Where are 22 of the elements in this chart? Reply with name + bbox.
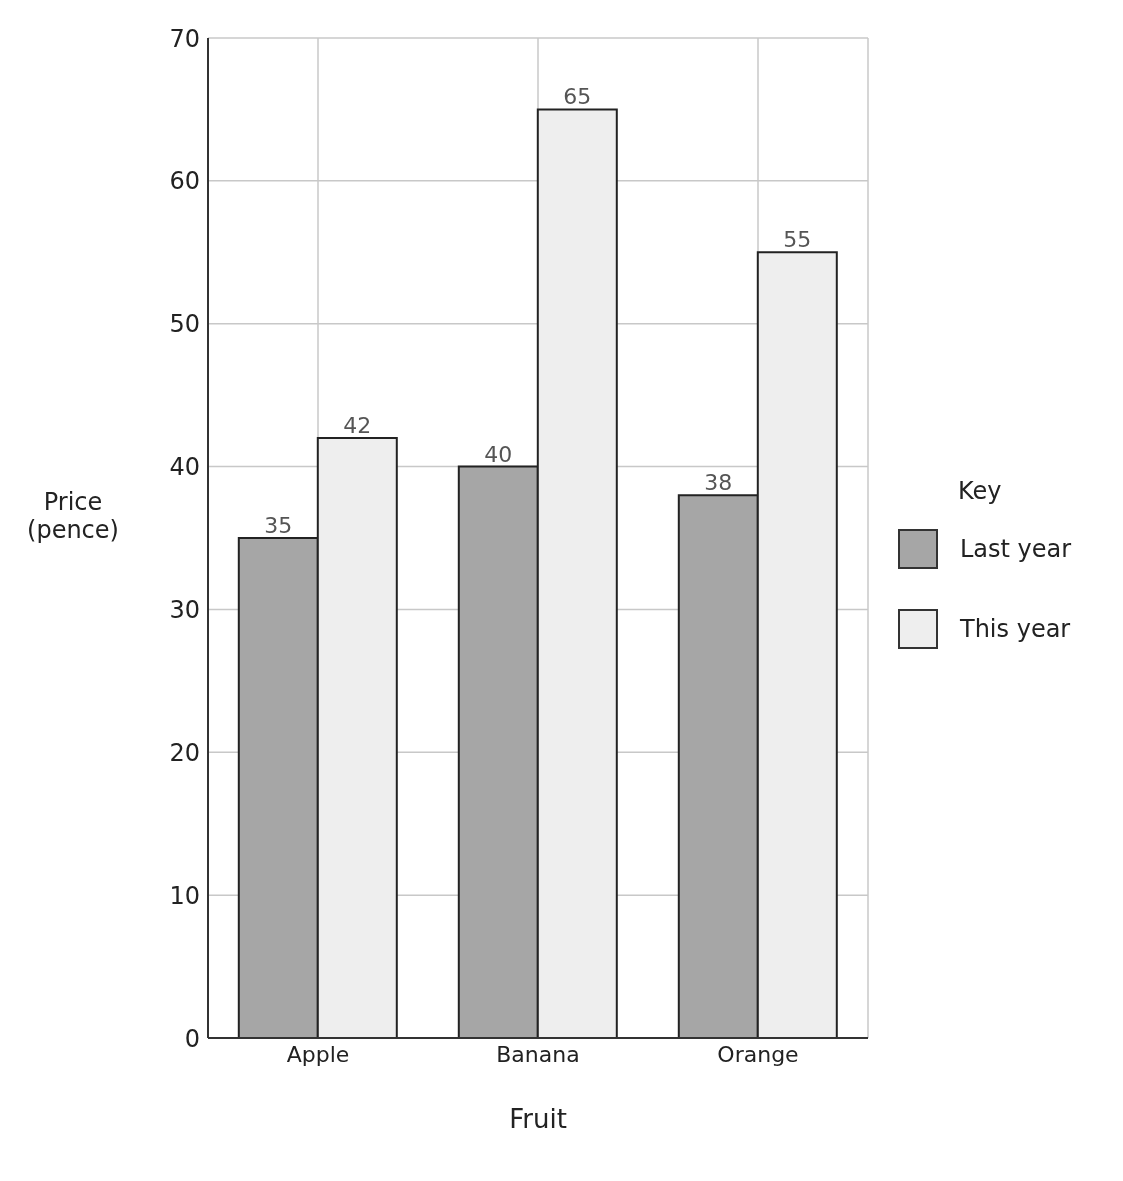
x-tick-label: Orange <box>717 1041 799 1067</box>
y-axis-title: Price (pence) <box>26 488 120 544</box>
y-tick-label: 0 <box>184 1024 200 1053</box>
y-tick-label: 30 <box>169 595 200 624</box>
data-label: 65 <box>563 84 592 110</box>
data-label: 35 <box>264 513 293 538</box>
x-tick-label: Apple <box>286 1041 350 1067</box>
legend-label: This year <box>960 615 1071 643</box>
data-label: 42 <box>343 413 372 438</box>
legend-label: Last year <box>960 535 1072 563</box>
y-tick-label: 40 <box>169 453 200 482</box>
x-axis-title: Fruit <box>509 1104 567 1134</box>
y-tick-label: 60 <box>169 167 200 196</box>
y-tick-label: 70 <box>169 24 200 53</box>
data-label: 55 <box>783 227 812 253</box>
y-tick-label: 20 <box>169 738 200 767</box>
legend-title: Key <box>957 477 1003 505</box>
data-label: 40 <box>484 441 513 467</box>
y-tick-label: 10 <box>169 881 200 910</box>
data-label: 38 <box>704 470 733 496</box>
y-tick-label: 50 <box>169 310 200 339</box>
x-tick-label: Banana <box>496 1041 580 1067</box>
